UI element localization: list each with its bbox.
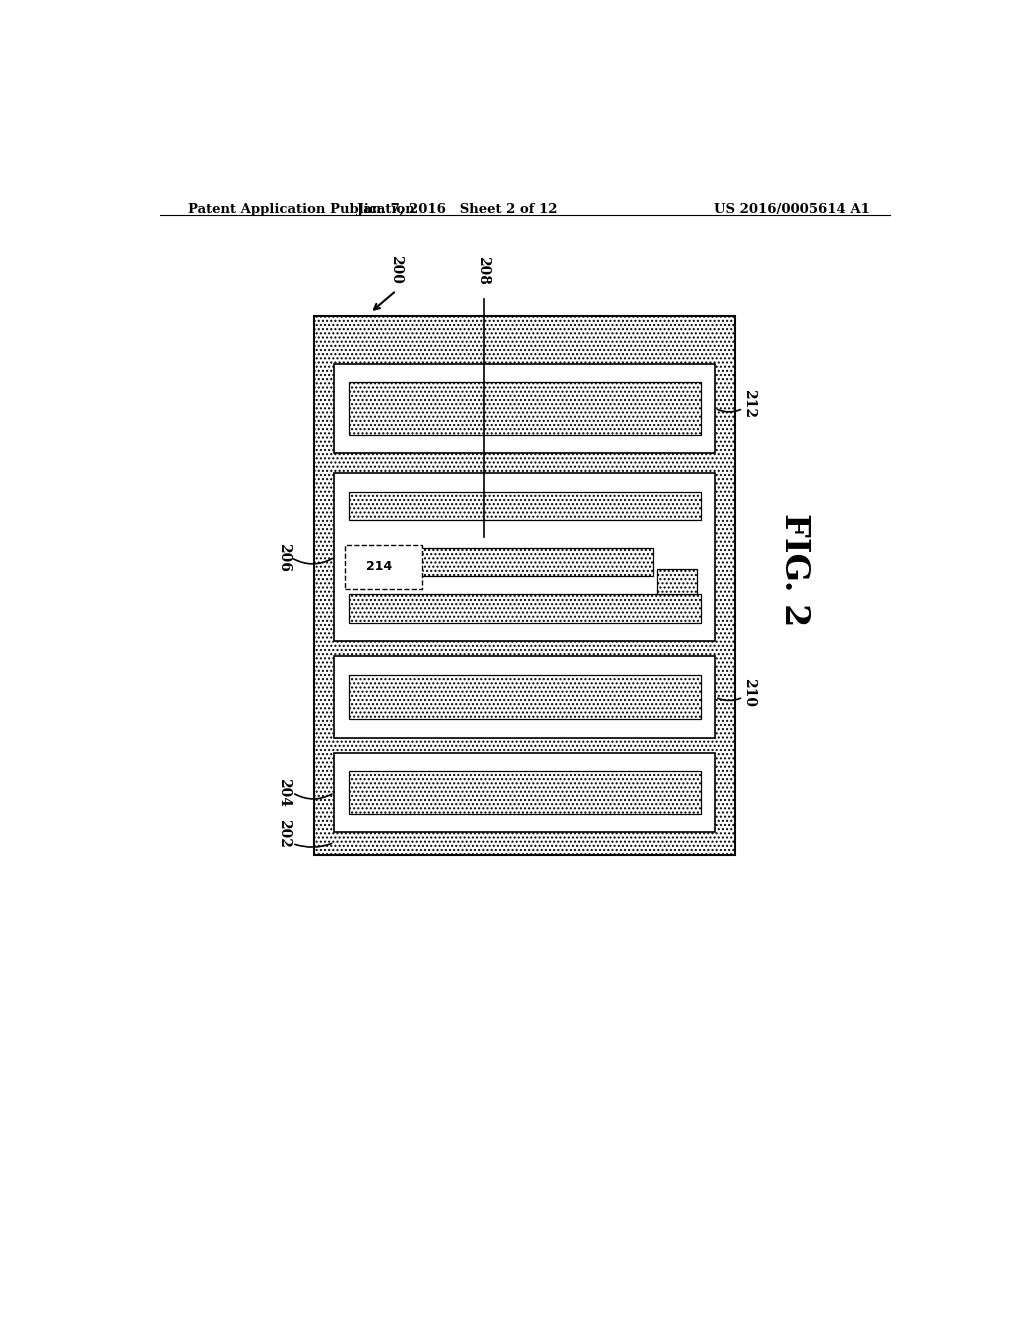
Text: 206: 206 (278, 543, 292, 572)
Bar (657, 569, 697, 594)
Text: US 2016/0005614 A1: US 2016/0005614 A1 (714, 203, 870, 216)
Bar (334, 752, 715, 833)
Bar (348, 381, 701, 434)
Text: 212: 212 (741, 389, 756, 418)
Bar (334, 364, 715, 453)
Text: Jan. 7, 2016   Sheet 2 of 12: Jan. 7, 2016 Sheet 2 of 12 (357, 203, 558, 216)
Text: 202: 202 (278, 818, 292, 847)
Text: 210: 210 (741, 677, 756, 706)
Text: 200: 200 (389, 255, 403, 284)
Bar (348, 492, 701, 520)
Bar (334, 656, 715, 738)
Text: Patent Application Publication: Patent Application Publication (187, 203, 415, 216)
Text: 204: 204 (278, 777, 292, 807)
Bar (348, 675, 701, 719)
Bar (334, 474, 715, 642)
Bar (348, 771, 701, 814)
Text: 214: 214 (367, 561, 392, 573)
Text: FIG. 2: FIG. 2 (778, 513, 811, 627)
Bar (348, 594, 701, 623)
Text: 208: 208 (476, 256, 490, 284)
Bar (345, 545, 422, 589)
Bar (416, 548, 653, 576)
Bar (314, 315, 735, 854)
Bar (348, 548, 410, 576)
